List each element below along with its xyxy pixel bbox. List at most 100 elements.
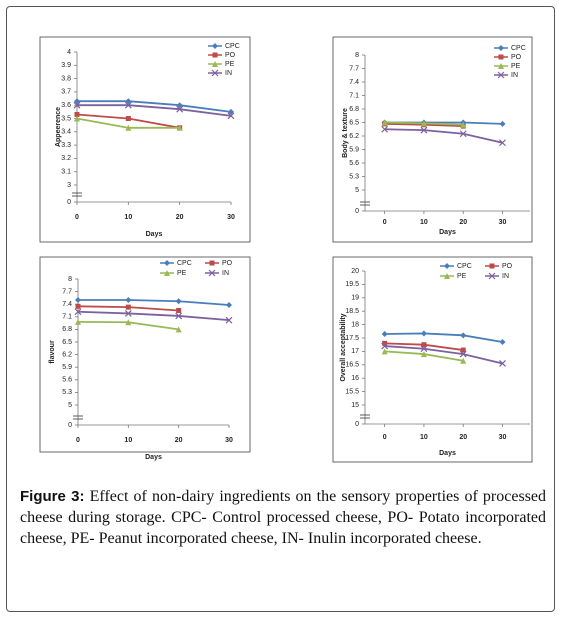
y-tick-label: 3.6	[61, 102, 71, 109]
legend-marker	[209, 260, 215, 266]
y-tick-label: 3.1	[61, 169, 71, 176]
marker	[227, 112, 235, 120]
x-tick-label: 30	[227, 214, 235, 221]
marker	[225, 316, 233, 324]
x-tick-label: 10	[124, 437, 132, 444]
y-tick-label: 5.6	[62, 377, 72, 384]
legend-marker	[497, 71, 505, 79]
marker	[74, 98, 80, 105]
series-line	[78, 299, 230, 306]
x-tick-label: 0	[383, 219, 387, 226]
legend-label: PO	[511, 54, 522, 61]
y-tick-label: 5.6	[349, 160, 359, 167]
legend-marker	[498, 63, 504, 69]
caption-text: Effect of non-dairy ingredients on the s…	[20, 488, 547, 547]
x-tick-label: 20	[176, 214, 184, 221]
x-tick-label: 20	[459, 219, 467, 226]
x-tick-label: 30	[225, 437, 233, 444]
legend-label: IN	[222, 270, 229, 277]
marker	[176, 308, 182, 313]
y-tick-label: 5	[355, 187, 359, 194]
legend-label: PE	[457, 273, 467, 280]
marker	[176, 124, 183, 131]
legend-marker	[498, 54, 504, 60]
y-tick-label: 6.2	[349, 133, 359, 140]
legend-marker	[444, 263, 450, 269]
marker	[124, 310, 132, 317]
legend-label: IN	[225, 70, 232, 77]
x-tick-label: 20	[175, 437, 183, 444]
marker	[176, 105, 184, 113]
y-tick-label: 3.3	[61, 142, 71, 149]
legend-marker	[212, 43, 218, 49]
marker	[381, 330, 388, 337]
y-tick-label: 3	[67, 182, 71, 189]
marker	[73, 101, 81, 109]
marker	[124, 101, 132, 109]
x-axis-label: Days	[439, 229, 456, 236]
legend-label: PE	[225, 61, 235, 68]
y-axis-label: Body & texture	[342, 108, 349, 158]
legend-marker	[164, 260, 170, 266]
series-line	[77, 310, 230, 322]
legend-label: PO	[502, 263, 513, 270]
marker	[420, 330, 427, 337]
marker	[74, 308, 82, 316]
figure	[6, 6, 555, 612]
series-line	[384, 332, 503, 343]
y-tick-label: 17.5	[345, 335, 359, 342]
legend-label: CPC	[511, 45, 526, 52]
y-tick-label: 5.9	[62, 364, 72, 371]
x-tick-label: 0	[76, 437, 80, 444]
series-line	[77, 104, 232, 117]
marker	[420, 345, 428, 353]
marker	[125, 98, 132, 105]
y-axis-label: Overall acceptability	[340, 313, 347, 381]
series-line	[384, 345, 503, 365]
legend-label: PE	[177, 270, 187, 277]
y-tick-label: 6.8	[349, 106, 359, 113]
marker	[499, 139, 506, 147]
x-tick-label: 20	[459, 434, 467, 441]
marker	[175, 298, 182, 305]
y-tick-label: 7.1	[62, 314, 72, 321]
marker	[125, 124, 132, 131]
chart-frame	[39, 256, 251, 453]
y-tick-label: 5.3	[62, 389, 72, 396]
x-tick-label: 0	[75, 214, 79, 221]
series-line	[77, 100, 232, 113]
y-tick-label: 0	[68, 422, 72, 429]
y-tick-label: 0	[355, 208, 359, 215]
y-tick-label: 19	[351, 295, 359, 302]
y-tick-label: 3.5	[61, 115, 71, 122]
marker	[228, 108, 234, 115]
y-tick-label: 3.4	[61, 129, 71, 136]
y-tick-label: 5.3	[349, 173, 359, 180]
marker	[125, 304, 131, 310]
legend-marker	[489, 263, 495, 269]
y-tick-label: 8	[355, 52, 359, 59]
y-tick-label: 15.5	[345, 388, 359, 395]
marker	[499, 339, 506, 346]
y-tick-label: 19.5	[345, 281, 359, 288]
marker	[175, 312, 183, 320]
y-tick-label: 18	[351, 321, 359, 328]
x-tick-label: 10	[124, 214, 132, 221]
y-tick-label: 7.7	[349, 65, 359, 72]
y-tick-label: 6.5	[349, 119, 359, 126]
legend-label: IN	[502, 273, 509, 280]
marker	[381, 348, 388, 355]
marker	[459, 350, 467, 358]
y-tick-label: 3.2	[61, 155, 71, 162]
x-axis-label: Days	[146, 231, 163, 238]
marker	[460, 357, 467, 364]
caption-label: Figure 3:	[20, 488, 85, 505]
y-tick-label: 4	[67, 49, 71, 56]
y-tick-label: 16.5	[345, 362, 359, 369]
marker	[381, 125, 389, 133]
y-tick-label: 18.5	[345, 308, 359, 315]
x-tick-label: 0	[383, 434, 387, 441]
legend-marker	[164, 270, 170, 276]
y-tick-label: 20	[351, 268, 359, 275]
marker	[421, 342, 427, 348]
